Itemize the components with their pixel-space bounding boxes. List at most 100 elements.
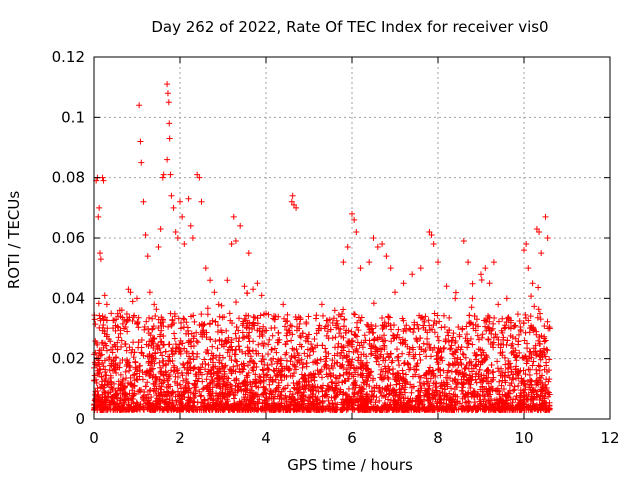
data-point bbox=[386, 367, 393, 374]
data-point bbox=[407, 397, 414, 404]
data-point bbox=[183, 375, 190, 382]
data-point bbox=[491, 315, 498, 322]
data-point bbox=[529, 362, 536, 369]
data-point bbox=[521, 247, 527, 254]
data-point bbox=[167, 171, 174, 178]
data-point bbox=[364, 378, 371, 385]
data-point bbox=[224, 277, 231, 284]
data-point bbox=[275, 388, 282, 395]
data-point bbox=[429, 368, 436, 375]
data-point bbox=[160, 332, 167, 339]
data-point bbox=[466, 320, 473, 327]
data-point bbox=[535, 406, 542, 413]
data-point bbox=[169, 397, 176, 404]
data-point bbox=[377, 351, 384, 358]
data-point bbox=[443, 283, 450, 290]
data-point bbox=[285, 367, 292, 374]
data-point bbox=[185, 359, 192, 366]
data-point bbox=[126, 367, 133, 374]
data-point bbox=[363, 372, 370, 379]
data-point bbox=[221, 373, 228, 380]
data-point bbox=[292, 314, 299, 321]
data-point bbox=[397, 339, 404, 346]
data-point bbox=[118, 343, 125, 350]
data-point bbox=[278, 392, 285, 399]
data-point bbox=[286, 393, 293, 400]
data-point bbox=[255, 350, 262, 357]
data-point bbox=[114, 339, 121, 346]
data-point bbox=[400, 280, 407, 287]
data-point bbox=[369, 325, 376, 332]
data-point bbox=[533, 366, 540, 373]
data-point bbox=[329, 364, 336, 371]
data-point bbox=[479, 347, 486, 354]
data-point bbox=[147, 387, 154, 394]
data-point bbox=[277, 368, 284, 375]
data-point bbox=[154, 346, 161, 353]
data-point bbox=[294, 350, 301, 357]
data-point bbox=[396, 380, 403, 387]
data-point bbox=[126, 314, 133, 321]
data-point bbox=[316, 399, 323, 406]
data-point bbox=[160, 341, 167, 348]
data-point bbox=[254, 393, 261, 400]
data-point bbox=[203, 376, 210, 383]
data-point bbox=[227, 367, 234, 374]
data-point bbox=[100, 316, 107, 323]
data-point bbox=[424, 378, 431, 385]
data-point bbox=[447, 345, 454, 352]
data-point bbox=[348, 359, 355, 366]
data-point bbox=[228, 343, 235, 350]
data-point bbox=[546, 391, 553, 398]
data-point bbox=[91, 359, 98, 366]
data-point bbox=[544, 235, 551, 241]
data-point bbox=[376, 384, 383, 391]
data-point bbox=[414, 338, 421, 345]
data-point bbox=[206, 381, 213, 388]
data-point bbox=[190, 356, 197, 363]
data-point bbox=[543, 405, 550, 412]
data-point bbox=[403, 322, 410, 329]
data-point bbox=[257, 379, 264, 386]
data-point bbox=[333, 324, 340, 331]
data-point bbox=[149, 374, 156, 381]
data-point bbox=[376, 397, 383, 404]
data-point bbox=[162, 362, 169, 369]
data-point bbox=[332, 406, 339, 413]
data-point bbox=[292, 396, 299, 403]
data-point bbox=[449, 406, 456, 413]
data-point bbox=[459, 384, 466, 391]
data-point bbox=[476, 366, 483, 373]
data-point bbox=[210, 352, 217, 359]
data-point bbox=[261, 397, 268, 404]
data-point bbox=[192, 377, 199, 384]
data-point bbox=[348, 338, 355, 345]
data-point bbox=[91, 372, 98, 379]
data-point bbox=[200, 385, 207, 392]
data-point bbox=[357, 371, 364, 378]
data-point bbox=[505, 314, 512, 321]
data-point bbox=[539, 386, 546, 393]
data-point bbox=[233, 403, 240, 410]
data-point bbox=[328, 372, 335, 379]
data-point bbox=[481, 355, 488, 362]
data-point bbox=[129, 387, 136, 394]
data-point bbox=[370, 392, 377, 399]
data-point bbox=[299, 396, 306, 403]
data-point bbox=[459, 350, 466, 357]
data-point bbox=[213, 392, 220, 399]
data-point bbox=[106, 355, 113, 362]
data-point bbox=[459, 326, 466, 333]
data-point bbox=[260, 371, 267, 378]
data-point bbox=[153, 306, 160, 313]
data-point bbox=[138, 336, 145, 343]
data-point bbox=[244, 372, 251, 379]
data-point bbox=[516, 331, 523, 338]
data-point bbox=[463, 331, 470, 338]
data-point bbox=[292, 366, 299, 373]
data-point bbox=[168, 367, 175, 374]
data-point bbox=[113, 362, 120, 369]
data-point bbox=[179, 340, 186, 347]
data-point bbox=[191, 390, 198, 397]
